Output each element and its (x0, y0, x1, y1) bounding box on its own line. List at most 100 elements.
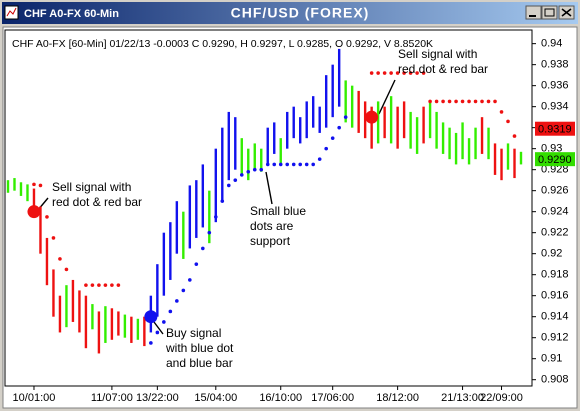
price-bar (454, 132, 458, 165)
stop-dot (116, 283, 121, 287)
price-bar (39, 206, 42, 254)
x-tick-label: 21/13:00 (441, 392, 484, 404)
x-tick-label: 15/04:00 (194, 392, 237, 404)
stop-dot (486, 99, 491, 104)
stop-dot (298, 162, 303, 167)
chart-title: CHF/USD (FOREX) (231, 5, 370, 21)
stop-dot (473, 99, 478, 104)
price-bar (513, 148, 516, 179)
stop-dot (252, 167, 257, 172)
stop-dot (265, 162, 270, 167)
stop-dot (162, 320, 166, 324)
price-bar (376, 101, 380, 144)
price-bar (26, 184, 29, 202)
x-tick-label: 17/06:00 (311, 392, 354, 404)
x-tick-label: 22/09:00 (480, 392, 523, 404)
annotation: red dot & red bar (398, 62, 488, 76)
stop-dot (272, 162, 277, 167)
price-bar (162, 232, 166, 296)
y-tick-label: 0.938 (541, 59, 569, 71)
app-icon-line (6, 7, 17, 17)
stop-dot (220, 199, 225, 203)
price-bar (84, 295, 88, 349)
price-bar (441, 122, 445, 154)
minimize-button[interactable] (525, 5, 542, 20)
signal-dot (27, 205, 41, 219)
y-tick-label: 0.928 (541, 164, 569, 176)
stop-dot (304, 162, 309, 167)
price-bar (175, 201, 179, 254)
stop-dot (441, 99, 445, 104)
price-bar (493, 143, 497, 175)
annotation: Small blue (250, 204, 306, 218)
arrow (265, 171, 273, 205)
price-bar (305, 101, 308, 139)
stop-dot (506, 119, 510, 124)
maximize-button[interactable] (541, 5, 558, 20)
price-bar (104, 306, 107, 343)
stop-dot (64, 267, 69, 272)
annotation: support (250, 234, 291, 248)
price-bar (312, 96, 315, 128)
price-bar (221, 127, 224, 202)
price-bar (266, 127, 269, 165)
price-bar (110, 308, 114, 340)
price-bar (169, 222, 172, 280)
stop-dot (330, 136, 335, 140)
stop-dot (201, 246, 205, 251)
stop-dot (395, 71, 400, 75)
price-bar (143, 316, 146, 347)
price-bar (240, 138, 243, 175)
stop-dot (291, 162, 296, 167)
stop-dot (369, 71, 374, 75)
stop-dot (285, 162, 290, 167)
price-bar (396, 106, 399, 149)
price-bar (409, 111, 412, 149)
price-bar (32, 188, 36, 214)
price-bar (331, 64, 334, 118)
stop-dot (259, 167, 264, 172)
stop-dot (226, 183, 231, 188)
stop-dot (421, 71, 426, 75)
price-bar (273, 122, 276, 154)
price-bar (156, 264, 159, 317)
y-tick-label: 0.918 (541, 269, 569, 281)
close-glyph (561, 8, 572, 17)
price-bar (286, 111, 289, 149)
stop-dot (428, 99, 432, 104)
annotation: with blue dot (165, 341, 234, 355)
stop-dot (149, 341, 153, 345)
last-price-tag (535, 121, 575, 136)
price-bar (247, 148, 250, 181)
price-bar (65, 285, 68, 328)
x-tick-label: 16/10:00 (259, 392, 302, 404)
stop-dot (84, 283, 88, 287)
stop-dot (168, 309, 173, 314)
price-bar (91, 304, 94, 330)
price-bar (370, 106, 373, 149)
y-tick-label: 0.924 (541, 206, 569, 218)
y-tick-label: 0.93 (541, 143, 562, 155)
price-bar (123, 314, 127, 338)
price-bar (350, 85, 354, 128)
price-bar (78, 290, 81, 333)
price-bar (201, 164, 205, 228)
price-bar (474, 127, 477, 160)
price-bar (318, 106, 321, 133)
stop-dot (188, 278, 192, 282)
y-tick-label: 0.916 (541, 290, 569, 302)
price-bar (214, 148, 217, 223)
price-bar (13, 178, 16, 191)
stop-dot (402, 71, 406, 75)
stop-dot (434, 99, 439, 104)
stop-dot (233, 178, 238, 182)
stop-dot (155, 330, 160, 335)
stop-dot (317, 157, 322, 161)
annotation: Sell signal with (52, 180, 131, 194)
arrow (153, 321, 164, 335)
price-bar (500, 148, 503, 181)
stop-dot (97, 283, 101, 287)
price-bar (71, 279, 75, 322)
y-tick-label: 0.926 (541, 185, 569, 197)
